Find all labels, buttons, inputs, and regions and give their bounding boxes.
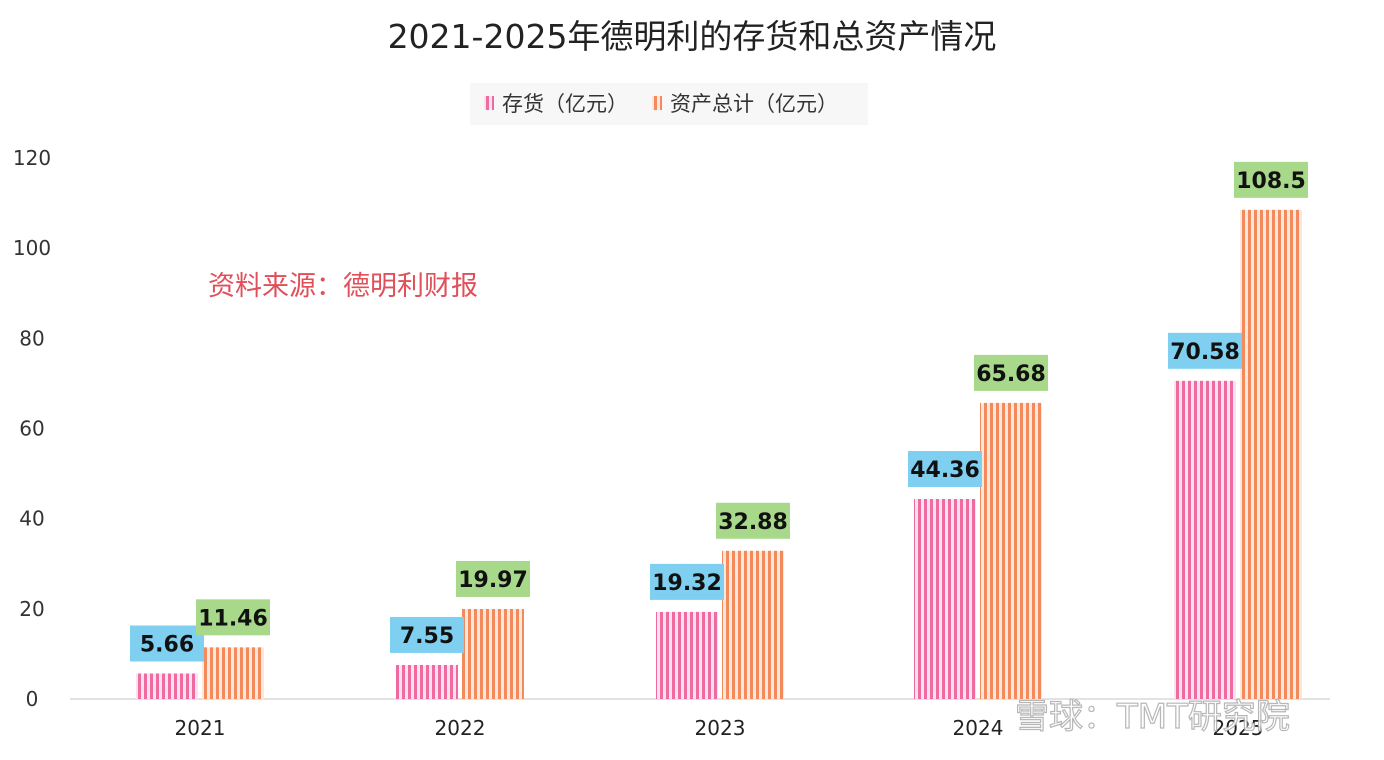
legend-bg <box>470 83 868 125</box>
x-tick-label: 2022 <box>435 716 486 740</box>
data-label-bg-total-assets <box>974 354 1048 391</box>
y-tick-label: 120 <box>13 146 51 170</box>
bar-total-assets <box>980 402 1042 699</box>
data-label-total-assets: 32.88 <box>718 510 788 535</box>
x-tick-label: 2021 <box>175 716 226 740</box>
data-label-bg-total-assets <box>716 502 790 539</box>
data-label-bg-inventory <box>130 625 204 662</box>
y-tick-label: 0 <box>26 687 39 711</box>
legend-swatch-inventory <box>484 96 494 110</box>
data-label-bg-total-assets <box>456 560 530 597</box>
legend-label-inventory: 存货（亿元） <box>502 92 628 116</box>
data-label-inventory: 19.32 <box>652 571 722 596</box>
bar-inventory <box>136 673 198 699</box>
bar-total-assets <box>1240 209 1302 700</box>
x-tick-label: 2023 <box>695 716 746 740</box>
legend-label-total-assets: 资产总计（亿元） <box>670 92 838 116</box>
bar-total-assets <box>462 608 524 699</box>
data-label-inventory: 44.36 <box>910 458 980 483</box>
bar-total-assets <box>202 647 264 699</box>
data-label-total-assets: 65.68 <box>976 362 1046 387</box>
data-label-inventory: 5.66 <box>140 632 194 657</box>
y-tick-label: 40 <box>19 507 44 531</box>
bar-inventory <box>396 664 458 699</box>
legend: 存货（亿元） 资产总计（亿元） <box>470 83 868 125</box>
data-label-bg-inventory <box>650 563 724 600</box>
data-label-inventory: 70.58 <box>1170 340 1240 365</box>
x-tick-label: 2024 <box>953 716 1004 740</box>
watermark: 雪球：TMT研究院 <box>1015 697 1290 737</box>
source-annotation: 资料来源：德明利财报 <box>208 271 478 302</box>
y-tick-label: 20 <box>19 597 44 621</box>
y-tick-label: 60 <box>19 417 44 441</box>
data-label-bg-total-assets <box>1234 161 1308 198</box>
x-tick-label: 2025 <box>1213 716 1264 740</box>
x-axis: 2021 2022 2023 2024 2025 <box>175 716 1264 740</box>
legend-swatch-total-assets <box>652 96 662 110</box>
data-label-bg-inventory <box>1168 332 1242 369</box>
y-tick-label: 100 <box>13 236 51 260</box>
data-label-total-assets: 108.5 <box>1236 169 1306 194</box>
y-tick-label: 80 <box>19 326 44 350</box>
bar-inventory <box>1174 380 1236 699</box>
chart-title: 2021-2025年德明利的存货和总资产情况 <box>388 17 997 56</box>
data-label-inventory: 7.55 <box>400 624 454 649</box>
data-label-bg-total-assets <box>196 599 270 636</box>
data-label-total-assets: 11.46 <box>198 606 268 631</box>
bar-inventory <box>656 611 718 699</box>
bar-total-assets <box>722 550 784 699</box>
data-label-bg-inventory <box>390 616 464 653</box>
data-label-total-assets: 19.97 <box>458 568 528 593</box>
data-labels: 5.66 7.55 19.32 44.36 70.58 11.46 19.97 32.88 65… <box>130 161 1308 662</box>
bar-inventory <box>914 499 976 699</box>
data-label-bg-inventory <box>908 451 982 488</box>
bars <box>136 209 1302 700</box>
y-axis: 0 20 40 60 80 100 120 <box>13 146 51 711</box>
